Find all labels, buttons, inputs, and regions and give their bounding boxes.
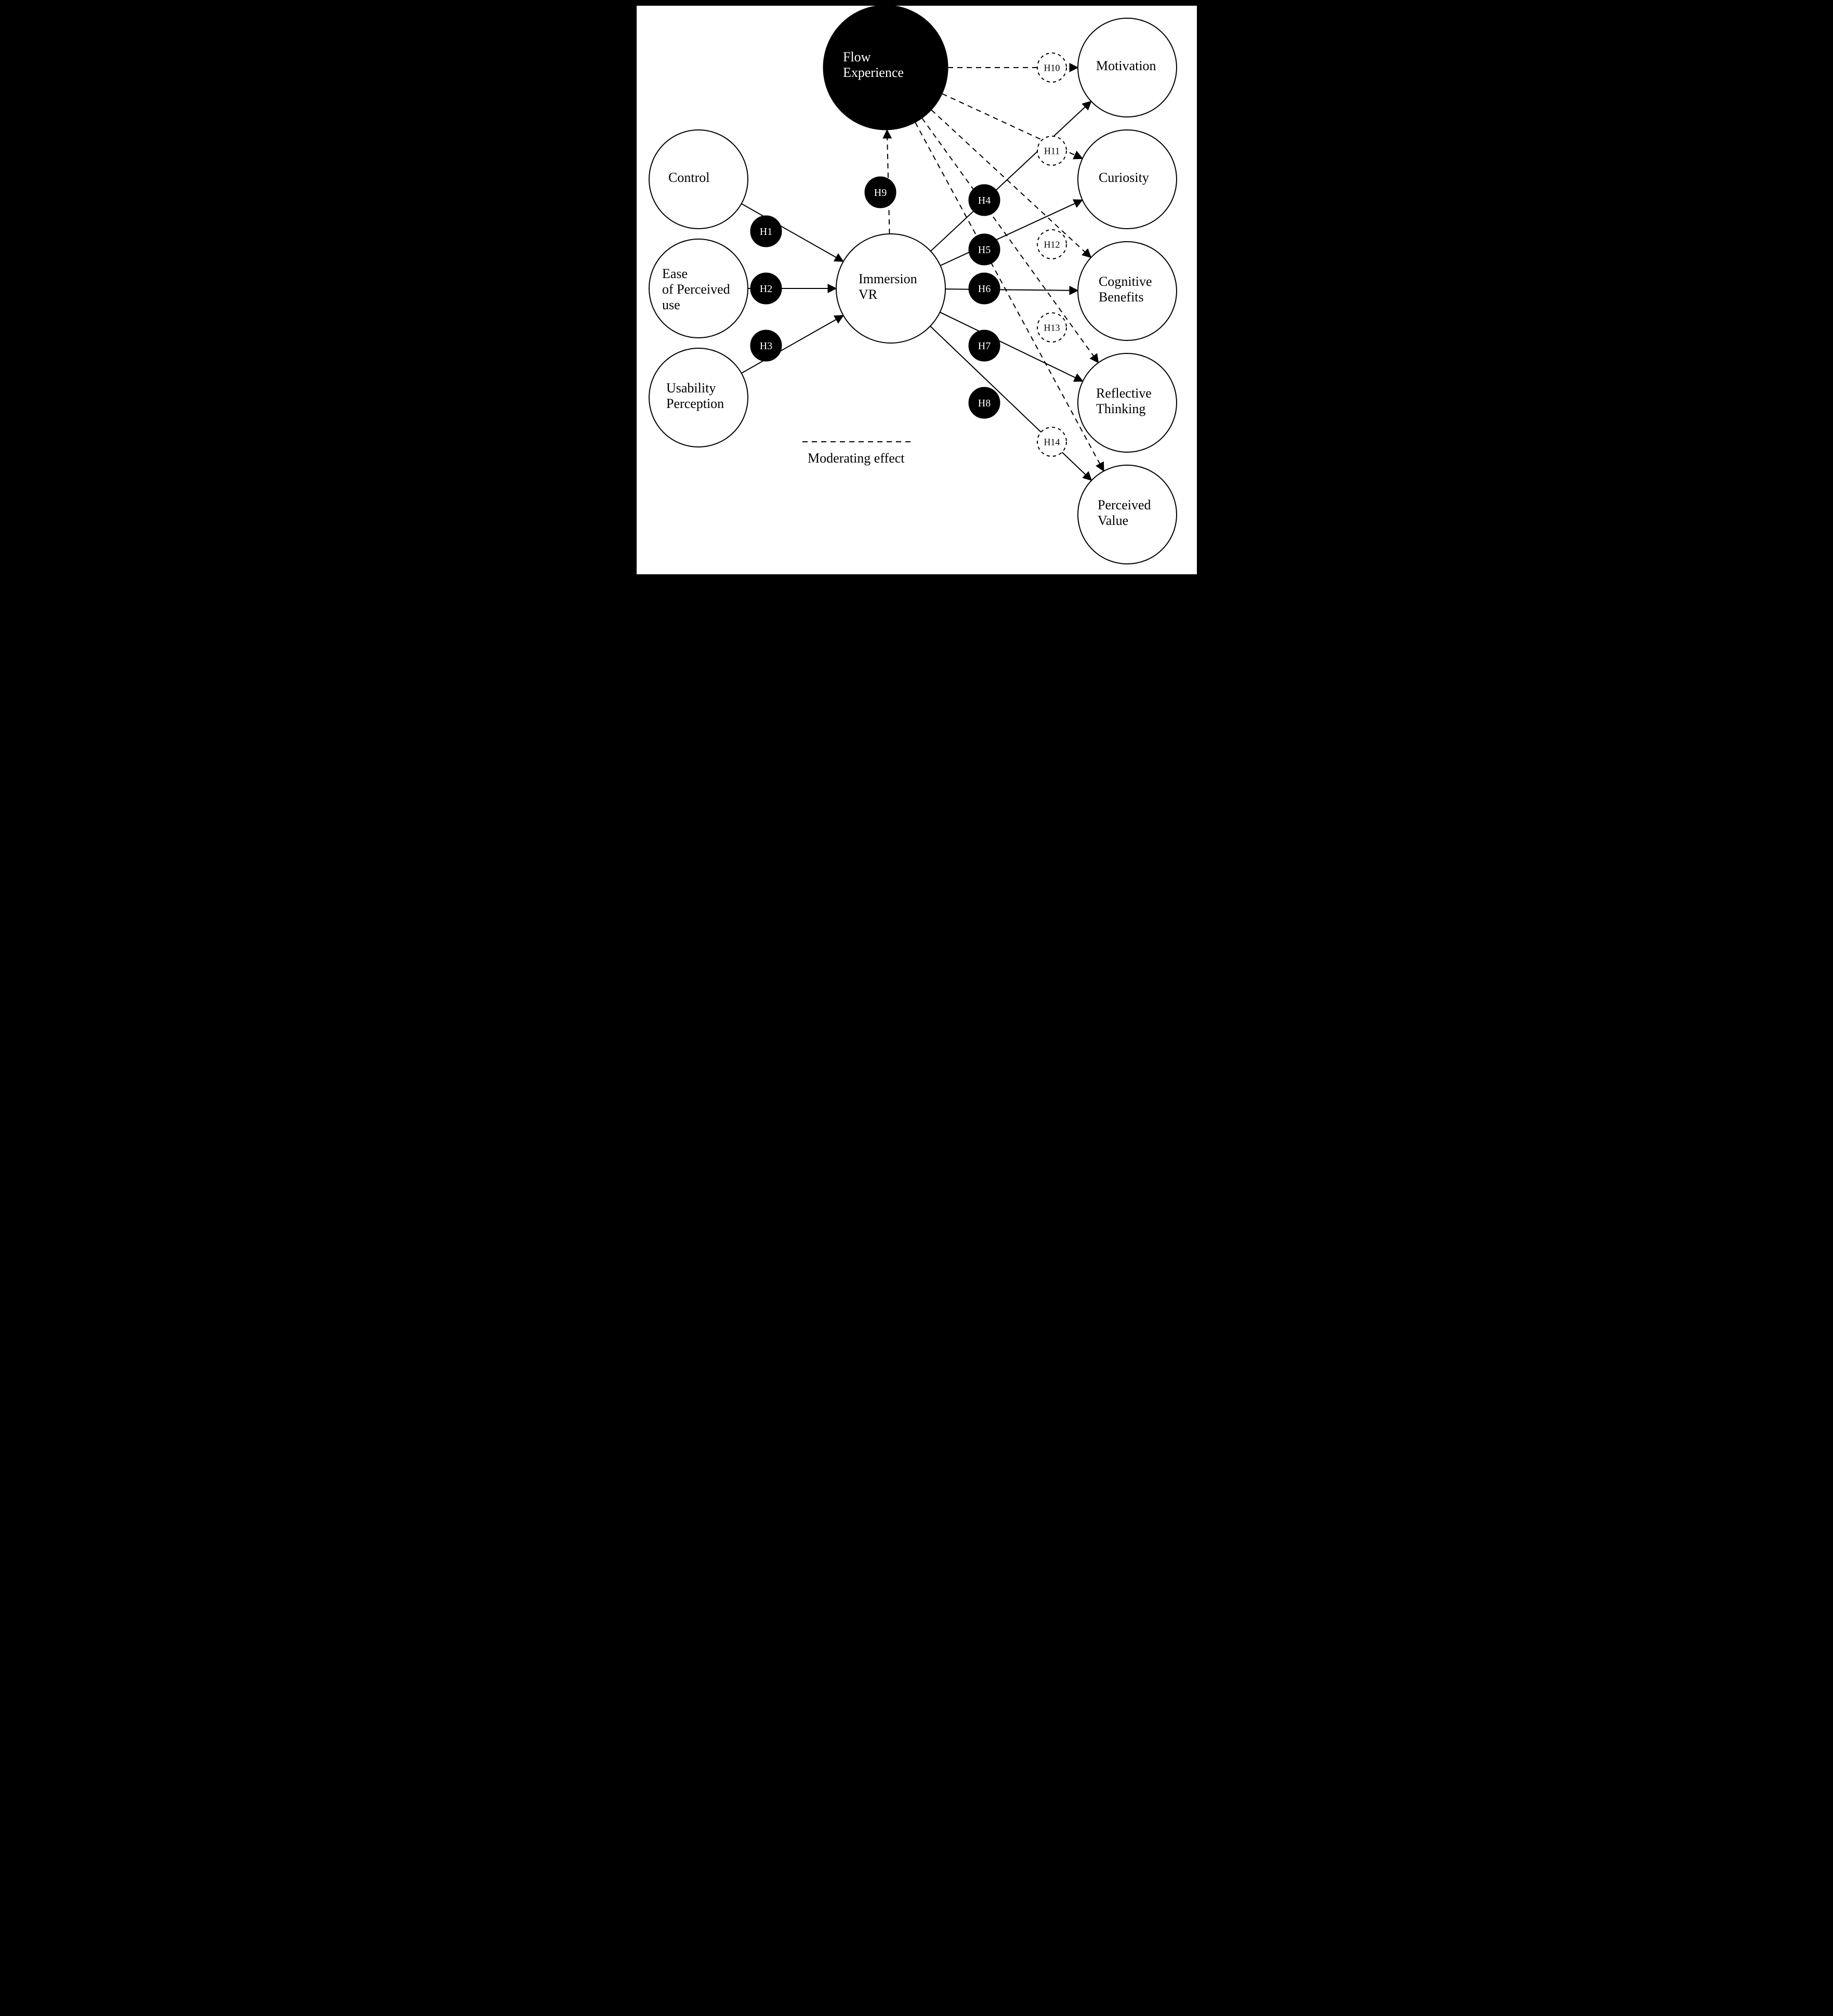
node-label-ref: ReflectiveThinking [1096,386,1152,416]
node-label-mot: Motivation [1096,58,1156,73]
hypothesis-label-H12: H12 [1044,239,1060,249]
hypothesis-label-H14: H14 [1044,437,1060,447]
hypothesis-label-H5: H5 [978,244,990,256]
hypothesis-label-H10: H10 [1044,62,1060,73]
legend-label: Moderating effect [808,451,905,466]
hypothesis-label-H3: H3 [759,340,772,352]
hypothesis-label-H4: H4 [978,195,990,206]
hypothesis-label-H9: H9 [874,187,886,199]
hypothesis-label-H7: H7 [978,340,990,352]
hypothesis-label-H1: H1 [759,226,772,238]
node-label-usab: UsabilityPerception [666,380,724,411]
node-label-control: Control [668,170,709,185]
node-label-cur: Curiosity [1099,170,1149,185]
hypothesis-label-H2: H2 [759,283,772,295]
hypothesis-label-H6: H6 [978,283,990,295]
hypothesis-label-H11: H11 [1044,146,1059,156]
node-imm [836,234,945,343]
diagram-canvas: FlowExperienceControlEaseof Perceiveduse… [631,0,1203,629]
hypothesis-label-H8: H8 [978,398,990,409]
hypothesis-label-H13: H13 [1044,322,1060,333]
